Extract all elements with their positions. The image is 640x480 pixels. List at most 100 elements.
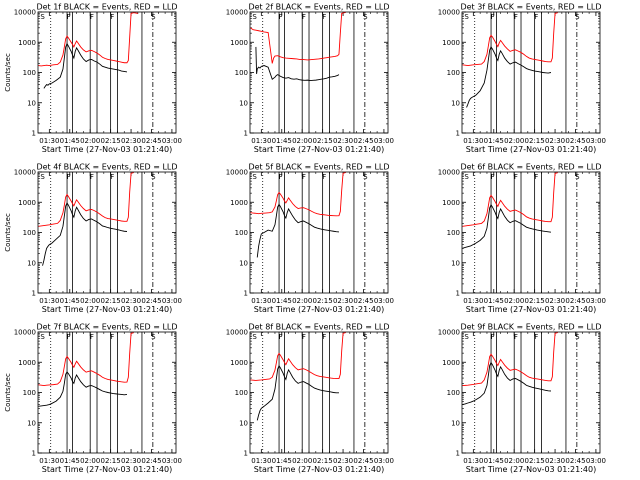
x-tick-label: 02:30 [333,297,353,305]
panel-det-6: Det 6f BLACK = Events, RED = LLD 1 10 100 10… [438,163,606,315]
y-tick-label: 100 [23,389,36,397]
flag-label: F [302,333,306,341]
flag-label: F [491,13,495,21]
x-tick-label: 01:45 [60,457,80,465]
flag-label: F [302,13,306,21]
series-events-line [256,203,340,258]
time-markers [50,332,154,453]
panel-title: Det 5f BLACK = Events, RED = LLD [248,163,389,172]
x-tick-label: 02:30 [545,137,565,145]
y-tick-label: 10000 [438,169,460,177]
series-group [38,172,134,266]
time-markers [474,12,578,133]
x-tick-label: 01:30 [39,457,59,465]
flag-label: F [279,333,283,341]
plot-frame [461,171,601,294]
flag-label: F [514,173,518,181]
flag-label: F [534,173,538,181]
x-tick-label: 03:00 [162,137,182,145]
plot-frame [37,171,177,294]
flag-label: F [491,333,495,341]
flag-label: S [575,173,580,181]
y-tick-label: 10 [239,419,248,427]
series-group [250,172,346,258]
panel-det-5: Det 5f BLACK = Events, RED = LLD 1 10 100 10… [226,163,394,315]
panel-det-7: Det 7f BLACK = Events, RED = LLD 1 10 100 10… [4,323,182,475]
flag-label: F [322,173,326,181]
x-tick-label: 02:15 [525,137,545,145]
flag-label: F [514,333,518,341]
x-tick-label: 02:30 [121,457,141,465]
series-lld-line [462,332,558,386]
y-tick-label: 1000 [442,39,460,47]
series-events-line [255,46,340,82]
time-markers [262,332,366,453]
x-tick-label: 02:00 [292,297,312,305]
flag-label: F [302,173,306,181]
y-tick-label: 1 [244,450,248,458]
y-tick-label: 10000 [438,9,460,17]
x-tick-label: 03:00 [374,297,394,305]
panel-det-4: Det 4f BLACK = Events, RED = LLD 1 10 100 10… [4,163,182,315]
x-tick-label: 03:00 [162,457,182,465]
panel-title: Det 2f BLACK = Events, RED = LLD [248,3,389,12]
x-tick-label: 01:45 [484,457,504,465]
series-events-line [43,42,128,89]
panel-title: Det 6f BLACK = Events, RED = LLD [460,163,601,172]
series-lld-line [38,332,134,386]
series-lld-line [462,172,558,227]
flag-label: S [252,173,257,181]
flag-label: F [110,13,114,21]
y-tick-label: 1 [244,130,248,138]
y-tick-label: 10 [451,99,460,107]
x-tick-label: 02:15 [525,457,545,465]
y-tick-label: 1000 [230,199,248,207]
series-group [250,332,346,421]
x-tick-label: 03:00 [374,137,394,145]
x-tick-label: 02:15 [101,457,121,465]
flag-label: S [464,333,469,341]
y-tick-label: 100 [235,229,248,237]
x-tick-label: 02:45 [565,297,585,305]
series-group [462,332,558,405]
x-tick-label: 02:00 [504,137,524,145]
x-tick-label: 02:15 [101,297,121,305]
flag-label: F [67,13,71,21]
x-tick-label: 02:00 [292,457,312,465]
y-tick-label: 10 [239,99,248,107]
flag-label: F [110,333,114,341]
plot-frame [461,11,601,134]
flag-label: S [363,333,368,341]
y-tick-label: 10000 [14,329,36,337]
x-tick-label: 02:45 [141,457,161,465]
x-axis-label: Start Time (27-Nov-03 01:21:40) [254,305,384,314]
flag-label: S [575,333,580,341]
y-tick-label: 1000 [18,359,36,367]
y-tick-label: 100 [235,69,248,77]
x-tick-label: 03:00 [586,457,606,465]
flag-label: S [151,173,156,181]
x-tick-label: 02:45 [565,457,585,465]
y-tick-label: 100 [235,389,248,397]
x-tick-label: 01:45 [60,297,80,305]
x-tick-label: 02:30 [121,297,141,305]
time-markers [474,332,578,453]
time-markers [262,12,366,133]
flag-label: F [279,173,283,181]
y-tick-label: 1000 [18,199,36,207]
y-tick-label: 1 [32,450,36,458]
x-axis-label: Start Time (27-Nov-03 01:21:40) [254,145,384,154]
y-tick-label: 100 [447,389,460,397]
x-tick-label: 02:00 [80,297,100,305]
series-events-line [462,203,552,249]
x-tick-label: 01:45 [272,457,292,465]
series-group [38,12,138,89]
y-tick-label: 10000 [226,169,248,177]
series-lld-line [38,172,134,227]
x-tick-label: 02:00 [504,297,524,305]
panel-title: Det 7f BLACK = Events, RED = LLD [36,323,177,332]
x-tick-label: 01:45 [484,137,504,145]
x-tick-label: 01:30 [251,457,271,465]
flag-label: S [151,333,156,341]
x-tick-label: 01:45 [60,137,80,145]
